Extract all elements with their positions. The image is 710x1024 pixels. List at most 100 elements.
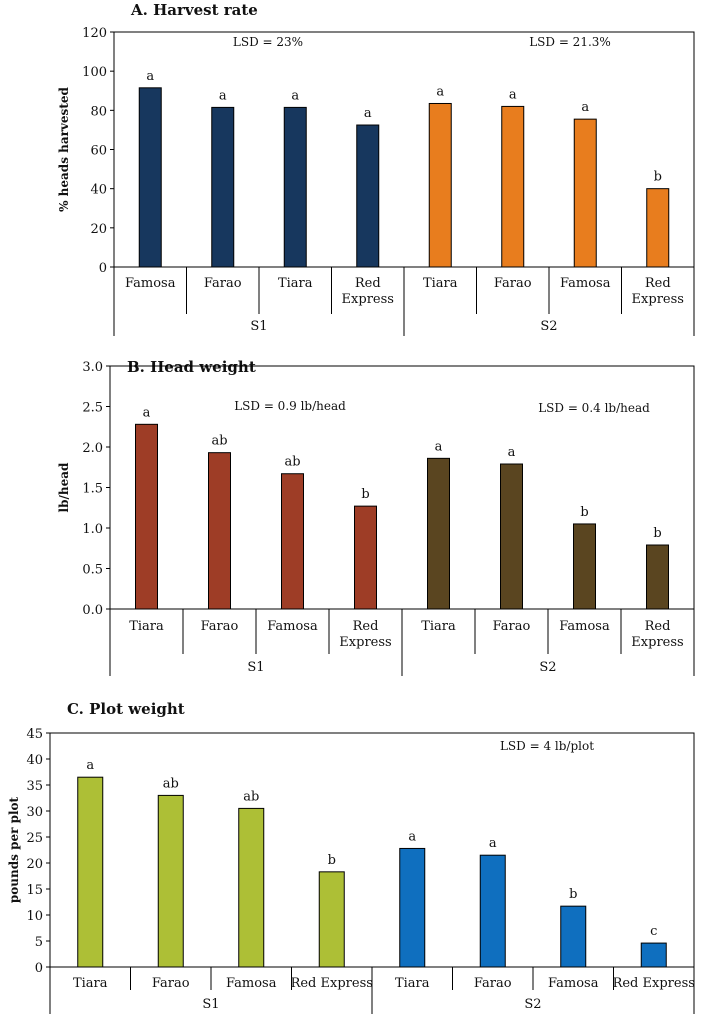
category-label: Tiara xyxy=(129,619,164,634)
significance-letter: a xyxy=(86,758,94,773)
category-label: Tiara xyxy=(73,976,108,991)
y-tick-label: 0 xyxy=(99,261,107,276)
category-label: Tiara xyxy=(278,276,313,291)
plot-area xyxy=(49,732,695,968)
y-tick-label: 3.0 xyxy=(82,360,103,375)
significance-letter: a xyxy=(291,88,299,103)
chart-title: C. Plot weight xyxy=(67,700,185,718)
significance-letter: ab xyxy=(211,434,227,449)
significance-letter: a xyxy=(509,87,517,102)
y-axis-label: % heads harvested xyxy=(57,86,71,211)
group-label: S1 xyxy=(202,997,219,1012)
significance-letter: a xyxy=(146,69,154,84)
category-label: Famosa xyxy=(548,976,599,991)
y-tick-label: 25 xyxy=(26,831,43,846)
lsd-annotation: LSD = 21.3% xyxy=(529,35,611,49)
category-label: Red xyxy=(355,276,381,291)
significance-letter: a xyxy=(436,84,444,99)
significance-letter: a xyxy=(143,405,151,420)
y-axis-label: lb/head xyxy=(57,462,71,512)
lsd-annotation: LSD = 4 lb/plot xyxy=(500,739,594,753)
significance-letter: a xyxy=(408,829,416,844)
category-label: Farao xyxy=(474,976,512,991)
bar-s1-2 xyxy=(211,106,235,268)
category-label: Tiara xyxy=(423,276,458,291)
bar-s2-4 xyxy=(646,544,669,610)
category-label: Express xyxy=(339,635,391,650)
category-label: Famosa xyxy=(560,276,611,291)
category-label: Express xyxy=(632,292,684,307)
y-tick-label: 40 xyxy=(90,183,107,198)
category-label: Farao xyxy=(152,976,190,991)
y-tick-label: 40 xyxy=(26,753,43,768)
significance-letter: a xyxy=(581,100,589,115)
bar-s1-4 xyxy=(356,124,380,268)
group-label: S2 xyxy=(540,319,557,334)
bar-s2-2 xyxy=(501,105,525,268)
category-label: Express xyxy=(342,292,394,307)
significance-letter: a xyxy=(364,106,372,121)
category-label: Red Express xyxy=(291,976,373,991)
chart-title: A. Harvest rate xyxy=(130,1,258,19)
bar-s1-1 xyxy=(135,423,158,610)
y-tick-label: 45 xyxy=(26,727,43,742)
category-label: Famosa xyxy=(125,276,176,291)
category-label: Famosa xyxy=(226,976,277,991)
bar-s2-3 xyxy=(573,118,597,268)
group-label: S1 xyxy=(250,319,267,334)
bar-s2-4 xyxy=(646,188,670,268)
y-tick-label: 60 xyxy=(90,144,107,159)
significance-letter: ab xyxy=(163,776,179,791)
y-tick-label: 10 xyxy=(26,909,43,924)
category-label: Tiara xyxy=(421,619,456,634)
significance-letter: b xyxy=(361,487,369,502)
category-label: Farao xyxy=(493,619,531,634)
bar-s2-3 xyxy=(560,905,587,968)
category-label: Red xyxy=(353,619,379,634)
bar-s2-1 xyxy=(428,102,452,268)
significance-letter: b xyxy=(569,887,577,902)
y-tick-label: 80 xyxy=(90,104,107,119)
bar-s1-3 xyxy=(281,473,304,610)
significance-letter: b xyxy=(580,505,588,520)
bar-s2-2 xyxy=(500,463,523,610)
category-label: Famosa xyxy=(559,619,610,634)
lsd-annotation: LSD = 0.9 lb/head xyxy=(234,399,346,413)
category-label: Farao xyxy=(494,276,532,291)
y-tick-label: 1.0 xyxy=(82,522,103,537)
group-label: S1 xyxy=(247,660,264,675)
y-tick-label: 35 xyxy=(26,779,43,794)
lsd-annotation: LSD = 23% xyxy=(233,35,303,49)
category-label: Red Express xyxy=(613,976,695,991)
plot-area xyxy=(113,31,695,268)
category-label: Red xyxy=(645,276,671,291)
significance-letter: c xyxy=(650,924,657,939)
bar-s2-1 xyxy=(427,457,450,610)
category-label: Farao xyxy=(201,619,239,634)
bar-s1-2 xyxy=(208,452,231,610)
y-tick-label: 100 xyxy=(82,65,107,80)
category-label: Tiara xyxy=(395,976,430,991)
bar-s1-3 xyxy=(238,807,265,968)
bar-s2-1 xyxy=(399,847,426,968)
bar-s2-3 xyxy=(573,523,596,610)
group-label: S2 xyxy=(539,660,556,675)
significance-letter: a xyxy=(489,836,497,851)
y-tick-label: 0 xyxy=(35,961,43,976)
y-tick-label: 2.0 xyxy=(82,441,103,456)
bar-s1-4 xyxy=(318,871,345,968)
category-label: Farao xyxy=(204,276,242,291)
bar-s2-4 xyxy=(640,942,667,968)
category-label: Red xyxy=(645,619,671,634)
bar-s2-2 xyxy=(479,854,506,968)
bar-s1-2 xyxy=(157,794,184,968)
y-tick-label: 0.0 xyxy=(82,603,103,618)
y-tick-label: 15 xyxy=(26,883,43,898)
significance-letter: a xyxy=(219,88,227,103)
y-tick-label: 5 xyxy=(35,935,43,950)
significance-letter: b xyxy=(653,526,661,541)
bar-s1-3 xyxy=(283,106,307,268)
significance-letter: a xyxy=(508,445,516,460)
significance-letter: a xyxy=(435,439,443,454)
